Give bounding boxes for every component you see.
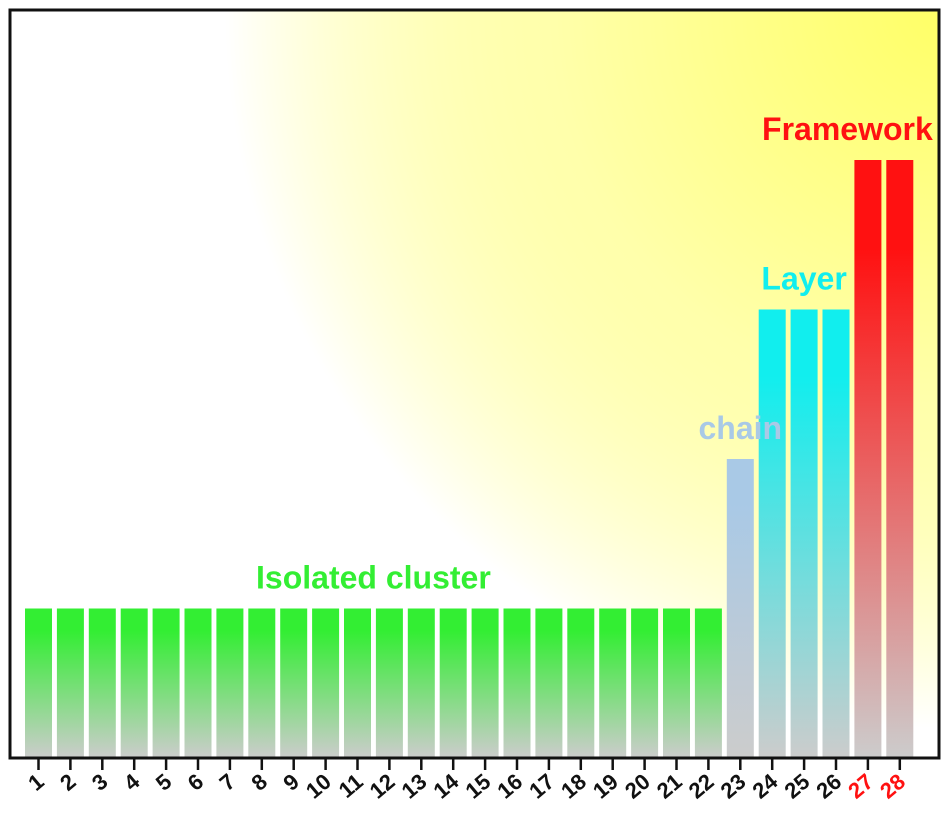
bar-23 <box>726 459 754 758</box>
x-tick-label-2: 2 <box>55 769 80 796</box>
x-tick-label-4: 4 <box>119 768 145 796</box>
x-tick-label-5: 5 <box>151 769 176 796</box>
x-tick-label-1: 1 <box>23 769 48 796</box>
bar-19 <box>599 608 627 758</box>
group-label-isolated-cluster: Isolated cluster <box>256 560 491 596</box>
bar-8 <box>248 608 276 758</box>
bar-16 <box>503 608 531 758</box>
bar-9 <box>280 608 308 758</box>
x-tick-label-7: 7 <box>215 769 240 796</box>
bar-28 <box>886 160 914 758</box>
bar-2 <box>56 608 84 758</box>
x-tick-label-23: 23 <box>716 769 751 804</box>
group-label-framework: Framework <box>762 111 933 147</box>
x-tick-label-27: 27 <box>843 769 878 804</box>
bar-17 <box>535 608 563 758</box>
bar-27 <box>854 160 882 758</box>
x-tick-label-18: 18 <box>556 769 591 804</box>
bar-15 <box>471 608 499 758</box>
bar-20 <box>631 608 659 758</box>
x-tick-label-6: 6 <box>183 769 208 796</box>
x-tick-label-13: 13 <box>397 769 432 804</box>
x-tick-label-8: 8 <box>247 769 272 796</box>
bar-1 <box>25 608 52 758</box>
bar-14 <box>439 608 467 758</box>
bar-5 <box>152 608 180 758</box>
bar-13 <box>407 608 435 758</box>
bar-7 <box>216 608 244 758</box>
bar-3 <box>88 608 116 758</box>
x-tick-label-25: 25 <box>779 769 814 804</box>
x-axis-tick-labels: 1 2 3 4 5 6 7 8 91011121314151617181920212223242… <box>23 768 910 803</box>
x-axis-ticks <box>37 758 902 770</box>
plot-frame <box>8 8 941 760</box>
x-tick-label-24: 24 <box>748 768 783 803</box>
group-labels: Isolated cluster chain Layer Framework <box>256 111 933 596</box>
group-label-layer: Layer <box>761 261 846 297</box>
bar-10 <box>312 608 340 758</box>
x-tick-label-17: 17 <box>524 769 559 804</box>
x-tick-label-12: 12 <box>365 769 400 804</box>
x-tick-label-21: 21 <box>652 769 687 804</box>
x-tick-label-15: 15 <box>460 769 495 804</box>
bar-25 <box>790 309 818 758</box>
bar-21 <box>663 608 690 758</box>
bar-18 <box>567 608 595 758</box>
x-tick-label-19: 19 <box>588 769 623 804</box>
bar-6 <box>184 608 212 758</box>
bar-4 <box>120 608 148 758</box>
bar-22 <box>694 608 722 758</box>
x-tick-label-9: 9 <box>278 769 303 796</box>
x-tick-label-22: 22 <box>684 769 719 804</box>
x-tick-label-3: 3 <box>87 769 112 796</box>
x-tick-label-14: 14 <box>429 768 464 803</box>
bar-26 <box>822 309 850 758</box>
x-tick-label-10: 10 <box>301 769 336 804</box>
bar-11 <box>344 608 371 758</box>
x-tick-label-16: 16 <box>492 769 527 804</box>
x-tick-label-11: 11 <box>334 769 368 803</box>
x-tick-label-20: 20 <box>620 769 655 804</box>
bars <box>25 160 914 758</box>
group-label-chain: chain <box>699 410 783 446</box>
bar-12 <box>375 608 403 758</box>
bar-24 <box>758 309 786 758</box>
x-tick-label-28: 28 <box>875 769 910 804</box>
x-tick-label-26: 26 <box>811 769 846 804</box>
